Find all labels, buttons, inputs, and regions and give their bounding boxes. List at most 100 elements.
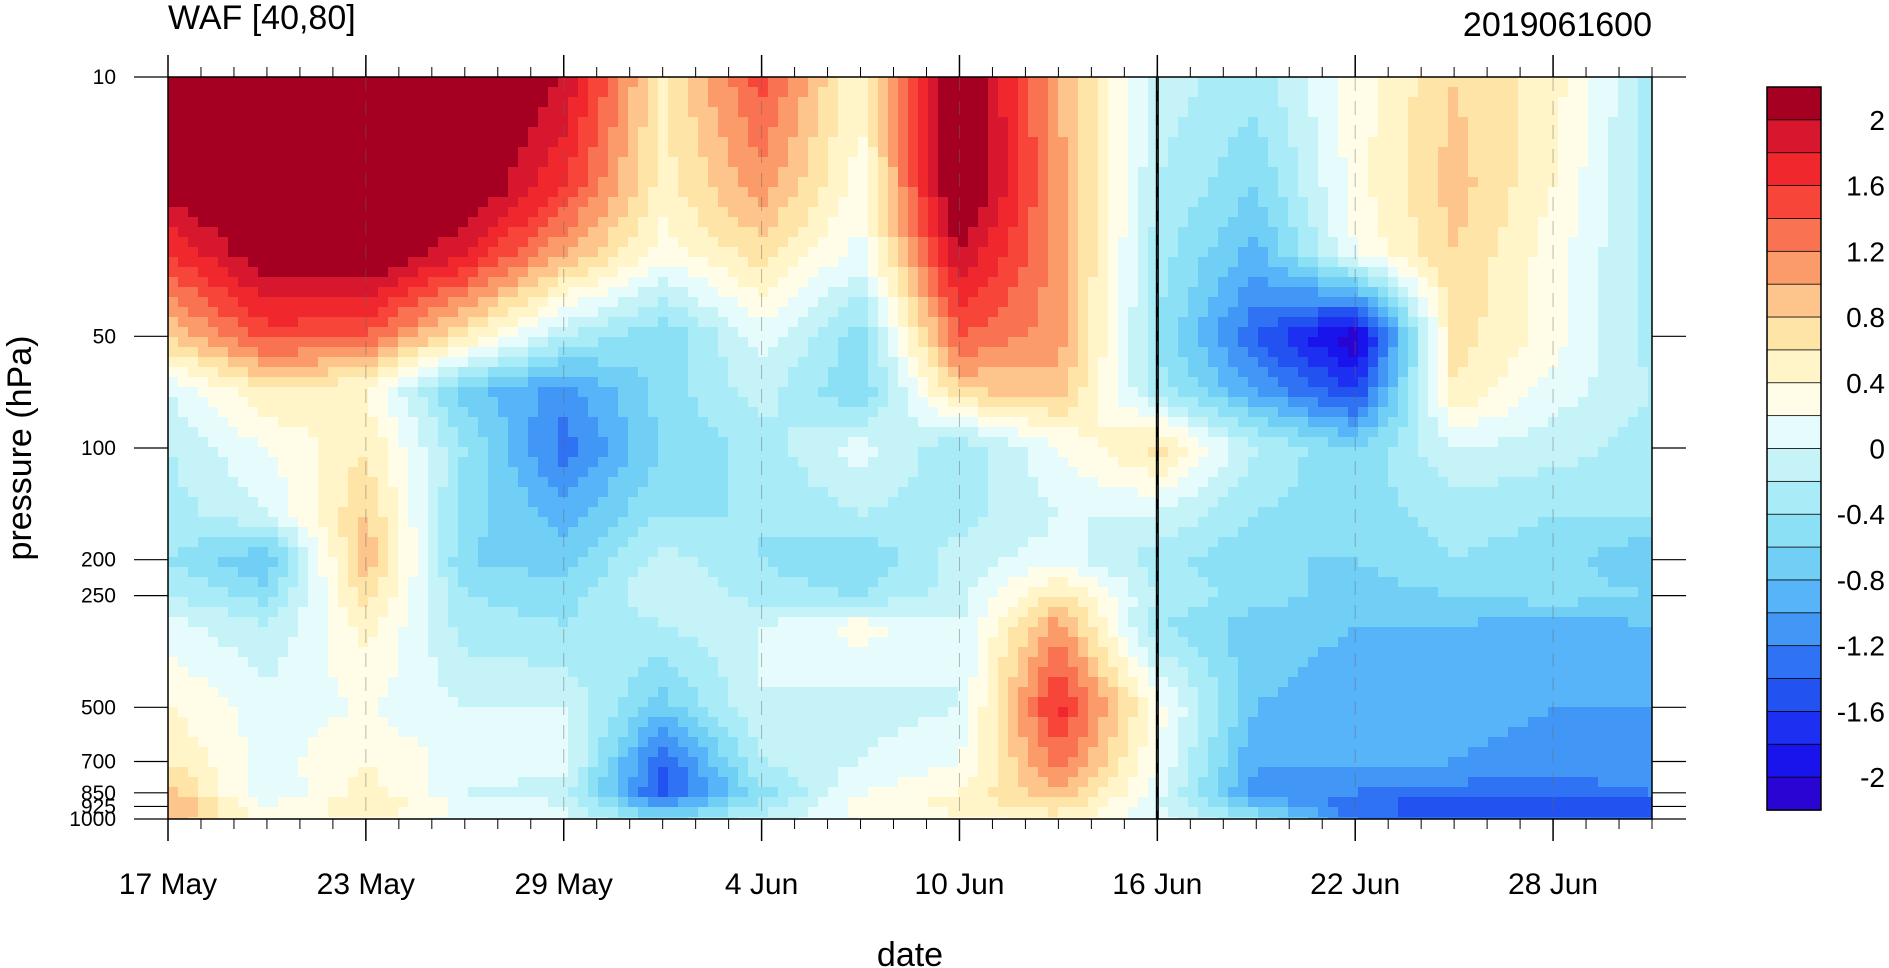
field-cell bbox=[1428, 277, 1439, 288]
field-cell bbox=[508, 147, 519, 158]
field-cell bbox=[1648, 317, 1652, 328]
field-cell bbox=[1248, 277, 1259, 288]
field-cell bbox=[788, 307, 799, 318]
field-cell bbox=[538, 347, 549, 358]
field-cell bbox=[1138, 187, 1149, 198]
field-cell bbox=[918, 227, 929, 238]
field-cell bbox=[1068, 177, 1079, 188]
field-cell bbox=[1168, 257, 1179, 268]
field-cell bbox=[1258, 97, 1269, 108]
field-cell bbox=[308, 207, 319, 218]
field-cell bbox=[748, 217, 759, 228]
field-cell bbox=[708, 137, 719, 148]
field-cell bbox=[378, 247, 389, 258]
field-cell bbox=[328, 107, 339, 118]
field-cell bbox=[428, 127, 439, 138]
field-cell bbox=[758, 227, 769, 238]
field-cell bbox=[1378, 147, 1389, 158]
field-cell bbox=[1418, 227, 1429, 238]
field-cell bbox=[1618, 177, 1629, 188]
field-cell bbox=[708, 267, 719, 278]
field-cell bbox=[698, 407, 709, 418]
field-cell bbox=[218, 377, 229, 388]
field-cell bbox=[968, 97, 979, 108]
field-cell bbox=[1008, 137, 1019, 148]
field-cell bbox=[1448, 247, 1459, 258]
field-cell bbox=[1468, 177, 1479, 188]
field-cell bbox=[558, 237, 569, 248]
field-cell bbox=[988, 377, 999, 388]
field-cell bbox=[388, 287, 399, 298]
field-cell bbox=[928, 267, 939, 278]
field-cell bbox=[1378, 377, 1389, 388]
field-cell bbox=[1458, 397, 1469, 408]
field-cell bbox=[678, 317, 689, 328]
field-cell bbox=[288, 197, 299, 208]
field-cell bbox=[1018, 317, 1029, 328]
field-cell bbox=[1078, 107, 1089, 118]
field-cell bbox=[1648, 97, 1652, 108]
field-cell bbox=[1048, 367, 1059, 378]
field-cell bbox=[228, 347, 239, 358]
field-cell bbox=[868, 117, 879, 128]
field-cell bbox=[758, 347, 769, 358]
field-cell bbox=[1108, 367, 1119, 378]
field-cell bbox=[1638, 207, 1649, 218]
field-cell bbox=[1308, 117, 1319, 128]
field-cell bbox=[1178, 127, 1189, 138]
field-cell bbox=[1518, 347, 1529, 358]
field-cell bbox=[558, 367, 569, 378]
field-cell bbox=[678, 237, 689, 248]
field-cell bbox=[1038, 167, 1049, 178]
field-cell bbox=[478, 327, 489, 338]
field-cell bbox=[1338, 277, 1349, 288]
field-cell bbox=[1118, 397, 1129, 408]
field-cell bbox=[728, 157, 739, 168]
field-cell bbox=[1388, 167, 1399, 178]
field-cell bbox=[1208, 97, 1219, 108]
field-cell bbox=[188, 267, 199, 278]
field-cell bbox=[388, 147, 399, 158]
field-cell bbox=[688, 147, 699, 158]
field-cell bbox=[268, 287, 279, 298]
field-cell bbox=[1468, 227, 1479, 238]
field-cell bbox=[1608, 97, 1619, 108]
field-cell bbox=[378, 407, 389, 418]
field-cell bbox=[258, 147, 269, 158]
field-cell bbox=[368, 117, 379, 128]
field-cell bbox=[1148, 287, 1159, 298]
field-cell bbox=[688, 367, 699, 378]
field-cell bbox=[458, 357, 469, 368]
field-cell bbox=[1138, 87, 1149, 98]
field-cell bbox=[628, 327, 639, 338]
field-cell bbox=[488, 347, 499, 358]
field-cell bbox=[278, 167, 289, 178]
field-cell bbox=[728, 127, 739, 138]
field-cell bbox=[318, 137, 329, 148]
field-cell bbox=[388, 207, 399, 218]
field-cell bbox=[1268, 207, 1279, 218]
field-cell bbox=[1358, 217, 1369, 228]
field-cell bbox=[1608, 227, 1619, 238]
field-cell bbox=[838, 297, 849, 308]
field-cell bbox=[1648, 77, 1652, 88]
field-cell bbox=[868, 127, 879, 138]
field-cell bbox=[418, 197, 429, 208]
field-cell bbox=[638, 117, 649, 128]
field-cell bbox=[1508, 147, 1519, 158]
field-cell bbox=[1148, 147, 1159, 158]
field-cell bbox=[858, 277, 869, 288]
field-cell bbox=[1318, 157, 1329, 168]
field-cell bbox=[858, 257, 869, 268]
field-cell bbox=[268, 377, 279, 388]
field-cell bbox=[188, 297, 199, 308]
field-cell bbox=[1408, 97, 1419, 108]
field-cell bbox=[458, 87, 469, 98]
field-cell bbox=[1598, 297, 1609, 308]
field-cell bbox=[1558, 227, 1569, 238]
field-cell bbox=[788, 207, 799, 218]
field-cell bbox=[598, 197, 609, 208]
field-cell bbox=[1438, 137, 1449, 148]
field-cell bbox=[968, 277, 979, 288]
field-cell bbox=[428, 227, 439, 238]
